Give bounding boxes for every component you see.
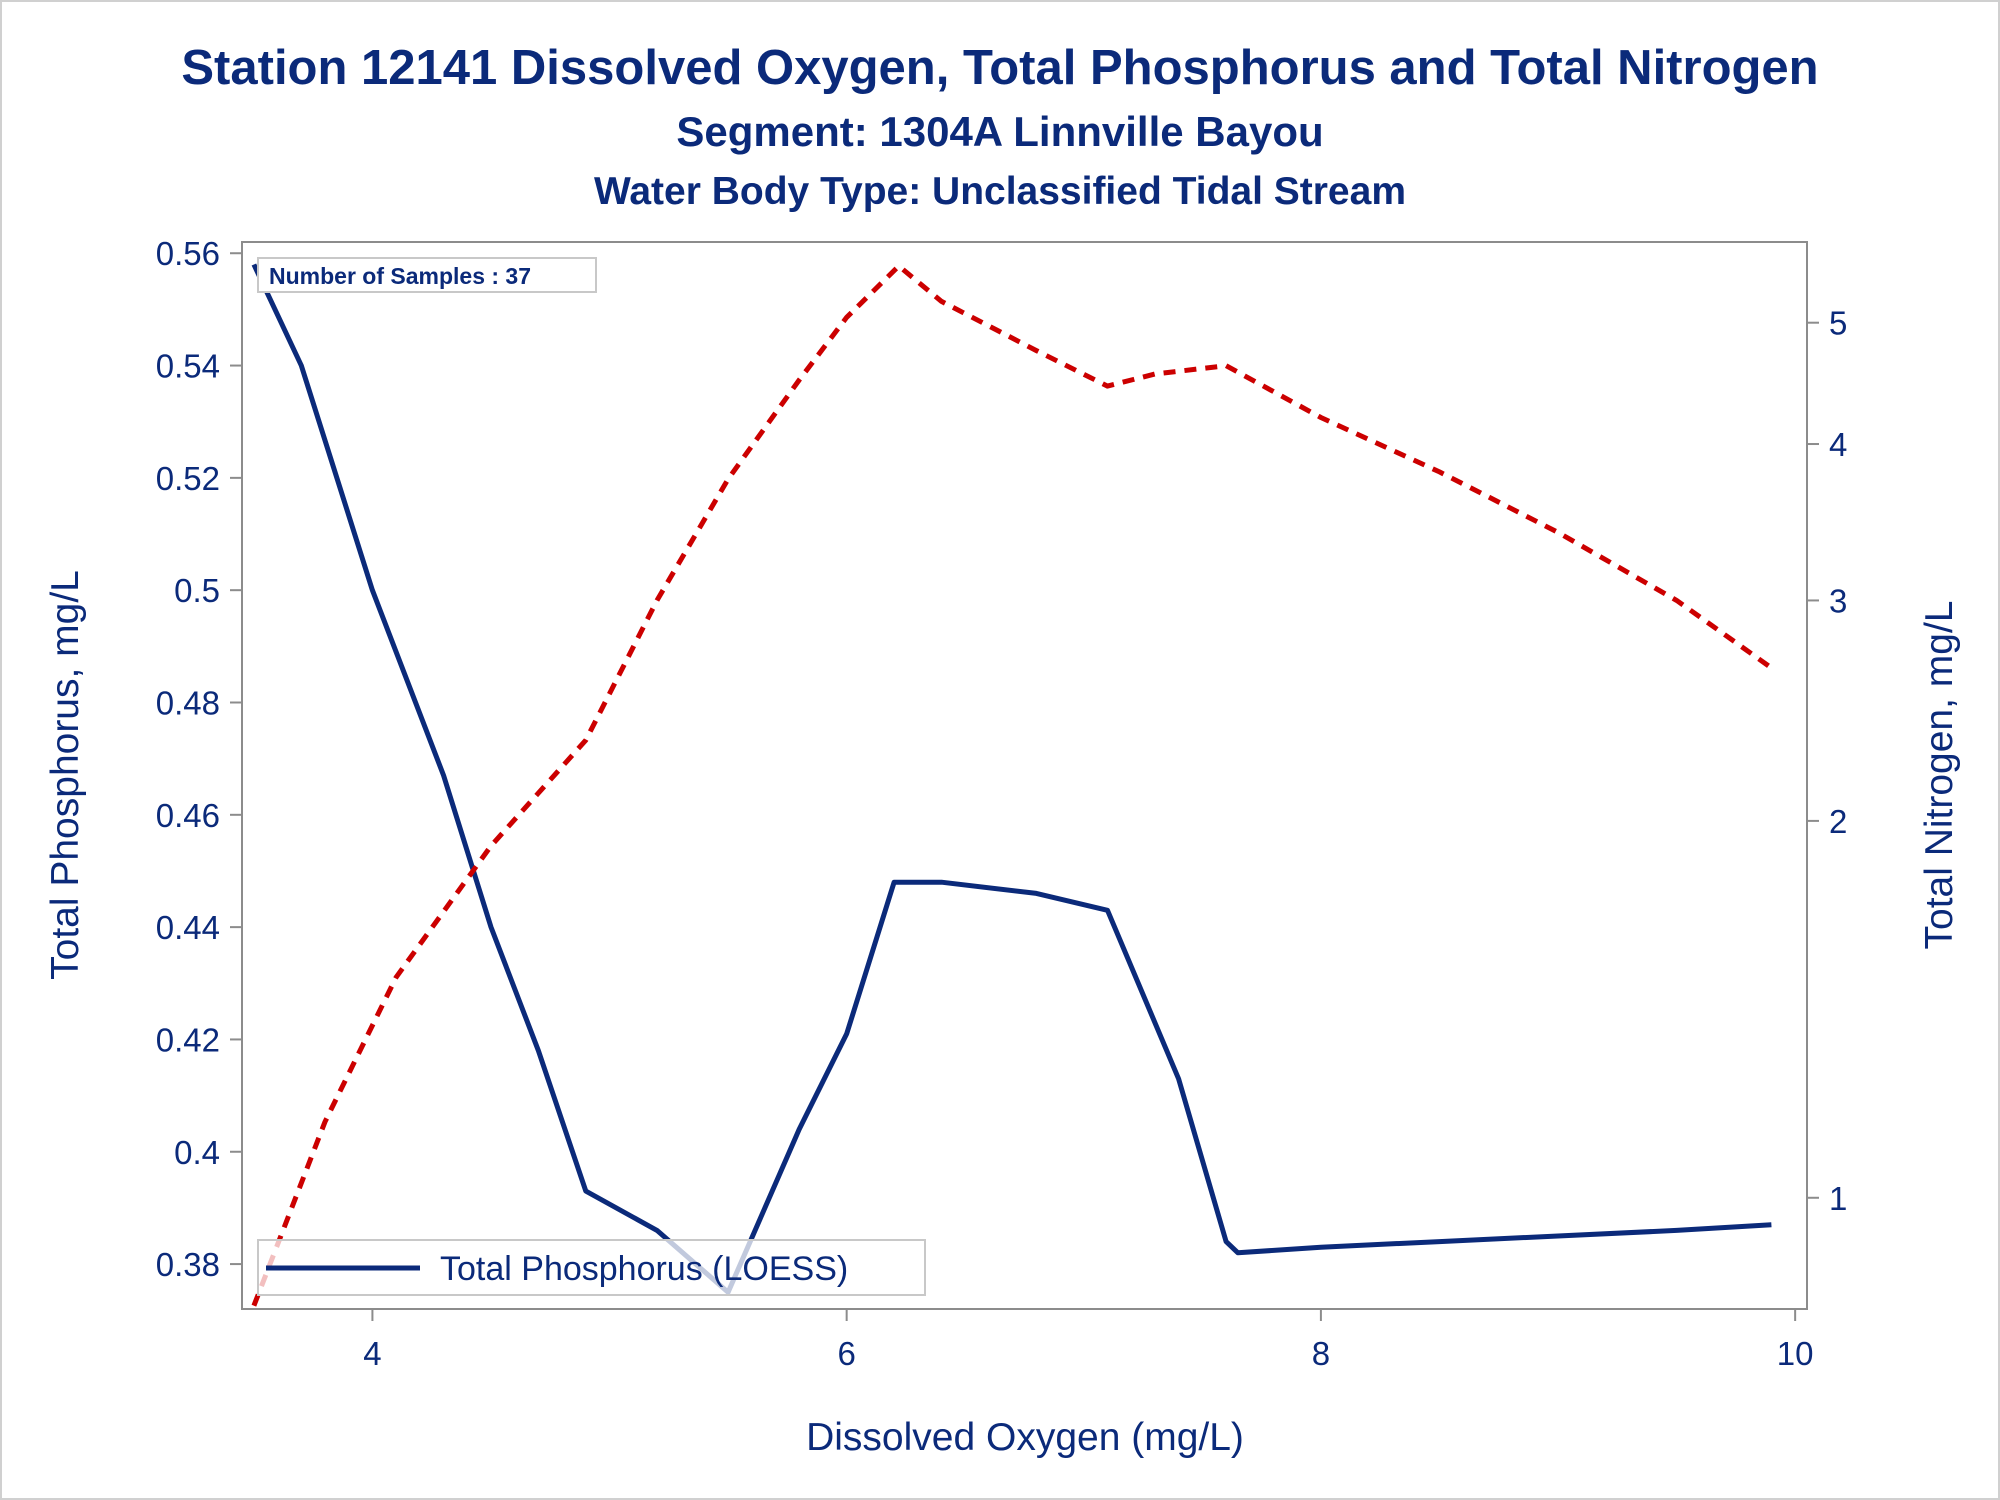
x-axis-label: Dissolved Oxygen (mg/L): [806, 1416, 1244, 1459]
series-total-phosphorus-line: [251, 263, 1772, 1295]
sample-count-box: [257, 257, 597, 293]
y2-axis-label: Total Nitrogen, mg/L: [1918, 600, 1961, 949]
y2-tick-label: 5: [1829, 305, 1847, 342]
y-tick-label: 0.46: [156, 797, 220, 834]
x-tick-label: 4: [363, 1335, 381, 1372]
y-tick-label: 0.38: [156, 1246, 220, 1283]
chart-subtitle-2: Water Body Type: Unclassified Tidal Stre…: [594, 170, 1406, 213]
plot-area: [241, 241, 1808, 1310]
series-total-nitrogen-line: [251, 263, 1773, 1307]
y-tick-label: 0.5: [174, 572, 220, 609]
y2-tick-label: 1: [1829, 1180, 1847, 1217]
y2-tick-label: 4: [1829, 426, 1847, 463]
y-tick-label: 0.52: [156, 460, 220, 497]
y-tick-label: 0.42: [156, 1021, 220, 1058]
y-tick-label: 0.4: [174, 1134, 220, 1171]
y-axis-label: Total Phosphorus, mg/L: [44, 570, 87, 980]
y-tick-label: 0.56: [156, 235, 220, 272]
x-tick-label: 8: [1312, 1335, 1330, 1372]
x-tick-label: 10: [1777, 1335, 1814, 1372]
sample-count-label: Number of Samples : 37: [269, 263, 531, 289]
chart-title: Station 12141 Dissolved Oxygen, Total Ph…: [181, 41, 1819, 95]
y-tick-label: 0.48: [156, 684, 220, 721]
chart-subtitle: Segment: 1304A Linnville Bayou: [676, 108, 1324, 155]
x-tick-label: 6: [837, 1335, 855, 1372]
y2-tick-label: 2: [1829, 803, 1847, 840]
y2-tick-label: 3: [1829, 582, 1847, 619]
y-tick-label: 0.44: [156, 909, 220, 946]
legend-label: Total Phosphorus (LOESS): [440, 1250, 848, 1288]
y-tick-label: 0.54: [156, 348, 220, 385]
